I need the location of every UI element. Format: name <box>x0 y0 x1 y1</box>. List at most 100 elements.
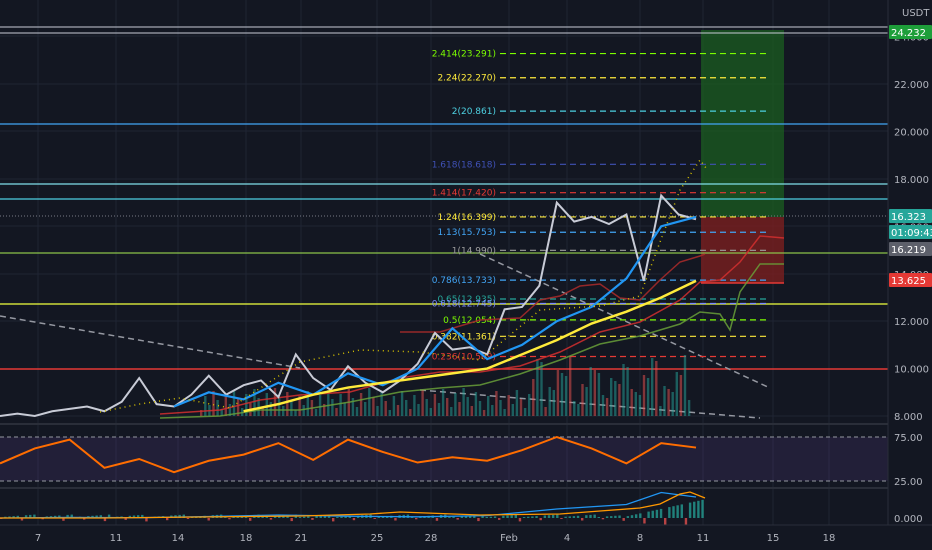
price-axis-badges: 24.232 16.323 01:09:43 16.219 13.625 <box>889 25 932 287</box>
volume-bar <box>487 396 490 416</box>
volume-bar <box>466 397 469 416</box>
macd-bar <box>568 516 571 518</box>
macd-bar <box>589 514 592 518</box>
macd-bar <box>693 501 696 518</box>
volume-bar <box>605 398 609 416</box>
macd-bar <box>124 518 127 520</box>
volume-bar <box>507 395 510 416</box>
macd-bar <box>66 514 69 518</box>
volume-bar <box>388 410 391 416</box>
volume-bar <box>482 410 486 416</box>
macd-bar <box>605 516 609 518</box>
ma-fast-line <box>173 215 697 408</box>
volume-bar <box>417 404 420 416</box>
macd-bar <box>166 518 169 521</box>
time-axis-labels: 7 11 14 18 21 25 28 Feb 4 8 11 15 18 <box>35 533 836 544</box>
macd-bar <box>572 516 576 518</box>
volume-bar <box>511 404 514 416</box>
price-badge: 01:09:43 <box>889 225 932 239</box>
volume-bar <box>318 395 322 416</box>
macd-bar <box>377 516 381 518</box>
fib-level-label: 2(20.861) <box>452 107 496 117</box>
volume-bar <box>622 364 625 416</box>
volume-bar <box>638 395 642 416</box>
volume-bar <box>425 399 428 416</box>
volume-bar <box>569 356 572 416</box>
volume-bar <box>556 370 560 416</box>
price-axis-background[interactable] <box>888 0 932 525</box>
volume-bar <box>339 394 342 416</box>
macd-bar <box>265 516 268 518</box>
macd-bar <box>8 516 11 518</box>
macd-bar <box>29 514 32 518</box>
macd-bar <box>514 514 517 518</box>
volume-bar <box>236 399 240 416</box>
price-badge-label: 16.219 <box>891 245 926 256</box>
macd-bar <box>697 500 700 518</box>
macd-bar <box>522 517 526 518</box>
macd-bar <box>664 518 667 528</box>
macd-bar <box>249 518 252 521</box>
volume-bar <box>564 376 568 416</box>
price-badge: 16.323 <box>889 209 932 223</box>
macd-bar <box>224 517 227 518</box>
volume-bar <box>548 387 551 416</box>
macd-bar <box>535 516 538 518</box>
volume-bar <box>204 396 207 416</box>
volume-bar <box>269 402 273 416</box>
price-badge-label: 01:09:43 <box>891 228 932 239</box>
macd-signal-line <box>0 491 706 519</box>
volume-bar <box>232 390 236 416</box>
macd-bar <box>688 502 692 518</box>
macd-bar <box>460 516 464 518</box>
macd-bar <box>498 518 501 520</box>
volume-bar <box>450 407 453 416</box>
macd-bar <box>278 515 281 518</box>
macd-bar <box>298 517 302 518</box>
price-badge-label: 16.323 <box>891 212 926 223</box>
volume-bar <box>614 381 617 416</box>
macd-bar <box>701 499 704 518</box>
volume-bar <box>626 367 629 416</box>
macd-bar <box>410 517 414 518</box>
volume-bar <box>634 392 637 416</box>
volume-bars <box>200 355 691 416</box>
volume-bar <box>212 391 215 416</box>
macd-bar <box>228 518 231 520</box>
macd-bar <box>585 515 588 518</box>
macd-bar <box>62 518 65 521</box>
volume-bar <box>593 370 596 416</box>
macd-bar <box>145 518 148 522</box>
macd-bar <box>547 515 551 518</box>
volume-bar <box>446 398 449 416</box>
macd-bar <box>261 517 264 518</box>
price-tick-label: 12.000 <box>894 317 929 328</box>
macd-bar <box>83 518 86 520</box>
volume-bar <box>355 407 359 416</box>
macd-bar <box>319 515 322 518</box>
volume-bar <box>601 395 605 416</box>
volume-bar <box>675 372 678 416</box>
time-axis-background[interactable] <box>0 525 888 550</box>
fib-level-label: 1(14.990) <box>452 246 496 256</box>
volume-bar <box>618 384 621 416</box>
macd-bar <box>373 518 376 519</box>
volume-bar <box>495 391 498 416</box>
time-label: 11 <box>697 533 710 544</box>
volume-bar <box>474 392 478 416</box>
volume-bar <box>544 407 547 416</box>
macd-bar <box>452 516 455 518</box>
volume-bar <box>331 399 334 416</box>
volume-bar <box>458 402 461 416</box>
volume-bar <box>655 361 658 416</box>
macd-bar <box>551 514 555 518</box>
volume-bar <box>224 395 227 416</box>
volume-bar <box>265 393 268 416</box>
macd-bar <box>630 515 634 518</box>
macd-bar <box>581 518 584 521</box>
time-label: 18 <box>240 533 253 544</box>
volume-bar <box>651 358 654 416</box>
volume-bar <box>597 373 601 416</box>
macd-bar <box>527 516 530 518</box>
